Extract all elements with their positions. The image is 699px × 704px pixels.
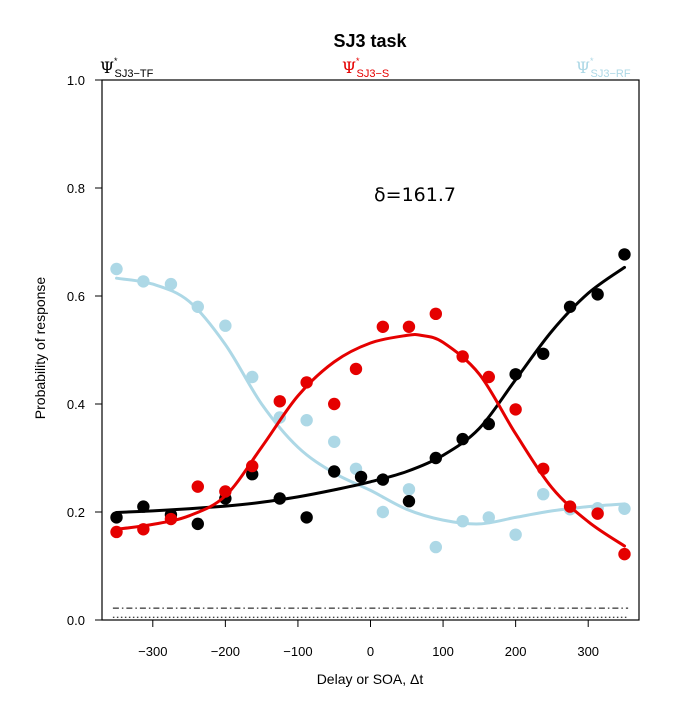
- data-point-s: [300, 376, 313, 389]
- data-point-s: [618, 547, 631, 561]
- data-point-tf: [537, 347, 550, 360]
- data-point-tf: [110, 511, 123, 524]
- data-point-s: [591, 507, 604, 520]
- legend-label: Ψ* SJ3−TF: [100, 56, 154, 80]
- data-point-s: [402, 320, 416, 333]
- data-point-s: [563, 500, 577, 513]
- legend-symbol: Ψ: [576, 58, 590, 77]
- y-axis-label: Probability of response: [32, 277, 48, 420]
- legend: Ψ* SJ3−TF Ψ* SJ3−S Ψ* SJ3−RF: [100, 56, 631, 80]
- data-point-rf: [456, 514, 469, 528]
- data-point-tf: [509, 368, 522, 381]
- data-point-s: [509, 403, 522, 416]
- data-point-rf: [376, 505, 390, 519]
- data-point-rf: [537, 487, 550, 501]
- data-point-rf: [137, 275, 150, 288]
- legend-subscript: SJ3−RF: [591, 68, 631, 80]
- data-point-s: [246, 459, 259, 473]
- fit-curve-tf: [115, 265, 626, 514]
- data-point-s: [219, 485, 232, 498]
- legend-subscript: SJ3−TF: [115, 68, 154, 80]
- x-tick-label: 200: [505, 644, 527, 659]
- plot-frame: [101, 79, 640, 621]
- legend-superscript: *: [114, 56, 118, 66]
- legend-symbol: Ψ: [100, 58, 114, 77]
- data-point-tf: [376, 473, 390, 486]
- data-point-rf: [219, 319, 232, 332]
- data-point-s: [429, 307, 443, 321]
- x-tick-label: 300: [577, 644, 599, 659]
- legend-entry-2: Ψ* SJ3−RF: [576, 56, 631, 80]
- data-point-s: [349, 362, 363, 376]
- x-tick-label: −100: [283, 644, 312, 659]
- data-point-rf: [429, 540, 443, 554]
- data-point-rf: [618, 502, 631, 515]
- legend-label: Ψ* SJ3−S: [342, 56, 389, 80]
- legend-superscript: *: [356, 56, 360, 66]
- data-point-rf: [402, 483, 416, 496]
- data-point-rf: [164, 277, 178, 291]
- data-point-tf: [618, 248, 631, 261]
- data-point-tf: [137, 500, 150, 513]
- data-point-s: [376, 320, 390, 333]
- x-tick-label: −200: [211, 644, 240, 659]
- data-point-s: [191, 480, 204, 493]
- legend-entry-1: Ψ* SJ3−S: [342, 56, 389, 80]
- x-tick-label: −300: [138, 644, 167, 659]
- legend-superscript: *: [590, 56, 594, 66]
- legend-subscript: SJ3−S: [357, 68, 390, 80]
- y-tick-label: 0.4: [67, 397, 85, 412]
- fit-curve-rf: [115, 276, 626, 526]
- data-point-s: [273, 395, 286, 408]
- x-tick-label: 100: [432, 644, 454, 659]
- data-point-s: [456, 350, 469, 363]
- data-point-tf: [354, 470, 368, 484]
- y-tick-label: 0.6: [67, 289, 85, 304]
- data-point-rf: [482, 511, 495, 524]
- data-point-rf: [328, 435, 341, 448]
- delta-annotation: δ=161.7: [374, 184, 456, 206]
- data-point-tf: [563, 300, 577, 313]
- data-point-s: [110, 525, 123, 539]
- data-point-tf: [429, 451, 443, 465]
- data-point-s: [137, 523, 150, 536]
- data-point-rf: [110, 262, 123, 276]
- legend-entry-0: Ψ* SJ3−TF: [100, 56, 154, 80]
- fit-curve-s: [115, 333, 626, 548]
- y-tick-label: 0.8: [67, 181, 85, 196]
- chart-title: SJ3 task: [333, 31, 407, 51]
- data-point-rf: [246, 370, 259, 384]
- data-point-tf: [591, 288, 604, 301]
- data-point-s: [164, 512, 178, 526]
- data-point-s: [537, 462, 550, 475]
- data-point-tf: [273, 492, 286, 505]
- y-tick-label: 1.0: [67, 73, 85, 88]
- data-point-tf: [456, 432, 469, 446]
- data-point-s: [328, 397, 341, 411]
- data-point-rf: [300, 414, 313, 427]
- data-point-tf: [328, 465, 341, 478]
- legend-label: Ψ* SJ3−RF: [576, 56, 631, 80]
- data-point-rf: [191, 300, 204, 313]
- data-point-tf: [482, 417, 495, 431]
- legend-symbol: Ψ: [342, 58, 356, 77]
- y-tick-label: 0.2: [67, 505, 85, 520]
- y-tick-label: 0.0: [67, 613, 85, 628]
- plot-area: −300 −200 −100 0 100 200 300 0.0 0.2 0.4 0.6 0.8 1.0: [67, 73, 640, 659]
- x-tick-label: 0: [367, 644, 374, 659]
- data-point-rf: [509, 528, 522, 541]
- data-point-tf: [402, 495, 416, 508]
- x-axis-label: Delay or SOA, Δt: [317, 671, 424, 687]
- data-point-tf: [191, 517, 204, 531]
- data-point-s: [482, 370, 495, 384]
- data-point-tf: [300, 511, 313, 524]
